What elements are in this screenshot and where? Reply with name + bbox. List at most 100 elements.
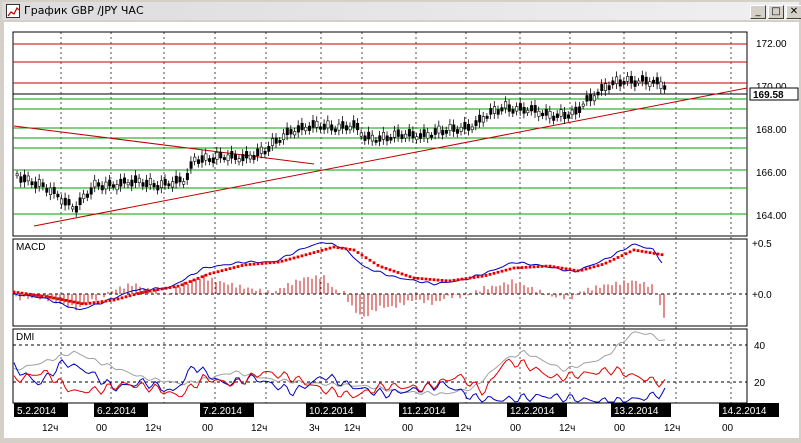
candle-body <box>459 126 463 132</box>
signal-dot <box>572 268 576 272</box>
signal-dot <box>48 295 52 299</box>
candle-body <box>522 106 526 114</box>
date-label-box <box>306 403 366 417</box>
candle-body <box>130 179 134 187</box>
candle-body <box>337 123 341 131</box>
candle-body <box>452 124 456 132</box>
candle-body <box>455 129 459 134</box>
candle-body <box>252 155 256 160</box>
signal-dot <box>648 251 652 255</box>
signal-dot <box>352 248 356 252</box>
candle-body <box>489 108 493 115</box>
title-bar[interactable]: График GBP /JPY ЧАС _ □ ✕ <box>2 2 801 20</box>
candle-body <box>296 125 300 133</box>
candle-body <box>178 176 182 183</box>
signal-dot <box>36 294 40 297</box>
candle-body <box>648 81 652 87</box>
signal-dot <box>632 248 636 252</box>
candle-body <box>348 125 352 131</box>
candle-body <box>581 103 585 107</box>
signal-dot <box>268 261 272 265</box>
candle-body <box>134 175 138 183</box>
candle-body <box>319 126 323 130</box>
signal-dot <box>112 298 116 302</box>
candle-body <box>270 138 274 146</box>
candle-body <box>470 126 474 130</box>
candle-body <box>211 157 215 164</box>
chart-area[interactable]: 172.00 170.00 168.00 166.00 164.00 169.5… <box>4 22 799 438</box>
candle-body <box>71 206 75 210</box>
signal-dot <box>376 263 380 267</box>
candle-body <box>293 131 297 136</box>
signal-dot <box>412 276 416 280</box>
candle-body <box>352 120 356 128</box>
candle-body <box>559 109 563 117</box>
candle-body <box>93 179 97 188</box>
close-button[interactable]: ✕ <box>786 5 801 19</box>
signal-dot <box>44 295 48 298</box>
signal-dot <box>92 301 96 305</box>
candle-body <box>570 109 574 116</box>
candle-body <box>278 139 282 143</box>
maximize-button[interactable]: □ <box>768 5 784 19</box>
candle-body <box>566 114 570 119</box>
signal-dot <box>392 269 396 273</box>
candle-body <box>548 111 552 119</box>
candle-body <box>230 150 234 159</box>
date-label: 6.2.2014 <box>97 406 136 417</box>
candle-body <box>19 176 23 183</box>
candle-body <box>507 104 511 112</box>
signal-dot <box>604 261 608 265</box>
macd-panel-label: MACD <box>16 242 45 253</box>
signal-dot <box>480 274 484 278</box>
signal-dot <box>576 269 580 273</box>
signal-dot <box>228 267 232 270</box>
signal-dot <box>20 291 24 295</box>
candle-body <box>404 133 408 139</box>
candle-body <box>655 77 659 85</box>
signal-dot <box>212 271 216 275</box>
signal-dot <box>628 250 632 254</box>
signal-dot <box>136 292 140 295</box>
candle-body <box>52 187 56 194</box>
price-tick-166: 166.00 <box>756 168 787 179</box>
signal-dot <box>660 253 664 257</box>
signal-dot <box>288 257 292 261</box>
signal-dot <box>556 266 560 269</box>
signal-dot <box>428 277 432 281</box>
candle-body <box>222 157 226 160</box>
candle-body <box>367 131 371 140</box>
dmi-panel[interactable] <box>12 328 748 404</box>
dmi-panel-label: DMI <box>16 332 34 343</box>
signal-dot <box>120 296 124 300</box>
minimize-button[interactable]: _ <box>750 5 766 19</box>
signal-dot <box>516 266 520 270</box>
signal-dot <box>528 265 532 269</box>
candle-body <box>115 184 119 191</box>
signal-dot <box>596 264 600 268</box>
hour-label: 00 <box>614 423 626 434</box>
candle-body <box>285 127 289 136</box>
signal-dot <box>332 245 336 249</box>
candle-body <box>474 120 478 127</box>
signal-dot <box>160 287 164 291</box>
signal-dot <box>468 276 472 280</box>
candle-body <box>267 145 271 152</box>
signal-dot <box>612 257 616 261</box>
signal-dot <box>360 253 364 257</box>
signal-dot <box>436 278 440 282</box>
hour-label: 12ч <box>42 423 58 434</box>
candle-body <box>156 185 160 191</box>
signal-dot <box>152 288 156 292</box>
candle-body <box>289 129 293 135</box>
candle-body <box>378 135 382 142</box>
candle-body <box>56 193 60 198</box>
date-label: 11.2.2014 <box>402 406 446 417</box>
signal-dot <box>204 273 208 277</box>
date-label-box <box>94 403 148 417</box>
candle-body <box>326 120 330 129</box>
signal-dot <box>620 254 624 257</box>
candle-body <box>518 103 522 111</box>
candle-body <box>640 75 644 82</box>
signal-dot <box>132 293 136 297</box>
